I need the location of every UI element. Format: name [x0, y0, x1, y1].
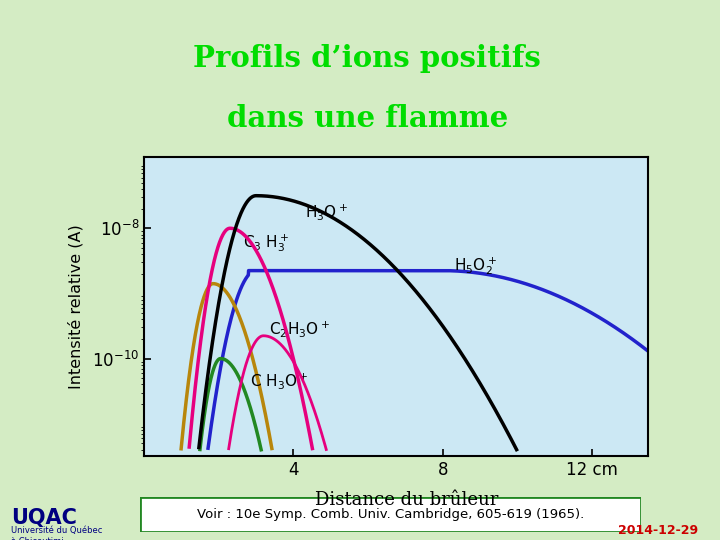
Text: Profils d’ions positifs: Profils d’ions positifs [193, 44, 541, 72]
Text: $\mathrm{C_3\ H_3^+}$: $\mathrm{C_3\ H_3^+}$ [243, 232, 289, 253]
FancyBboxPatch shape [140, 497, 641, 532]
Text: Voir : 10e Symp. Comb. Univ. Cambridge, 605-619 (1965).: Voir : 10e Symp. Comb. Univ. Cambridge, … [197, 508, 584, 521]
Y-axis label: Intensité relative (A): Intensité relative (A) [68, 224, 84, 389]
Text: Université du Québec
à Chicoutimi: Université du Québec à Chicoutimi [11, 526, 102, 540]
Text: Distance du brûleur: Distance du brûleur [315, 491, 498, 509]
Text: $\mathrm{C_2H_3O^+}$: $\mathrm{C_2H_3O^+}$ [269, 319, 330, 339]
Text: UQAC: UQAC [11, 508, 76, 528]
Text: $\mathrm{H_5O_2^+}$: $\mathrm{H_5O_2^+}$ [454, 255, 497, 277]
Text: $\mathrm{C\ H_3O^+}$: $\mathrm{C\ H_3O^+}$ [251, 372, 309, 392]
Text: dans une flamme: dans une flamme [227, 104, 508, 133]
Text: $\mathrm{H_3O^+}$: $\mathrm{H_3O^+}$ [305, 202, 348, 222]
Text: 2014-12-29: 2014-12-29 [618, 524, 698, 537]
